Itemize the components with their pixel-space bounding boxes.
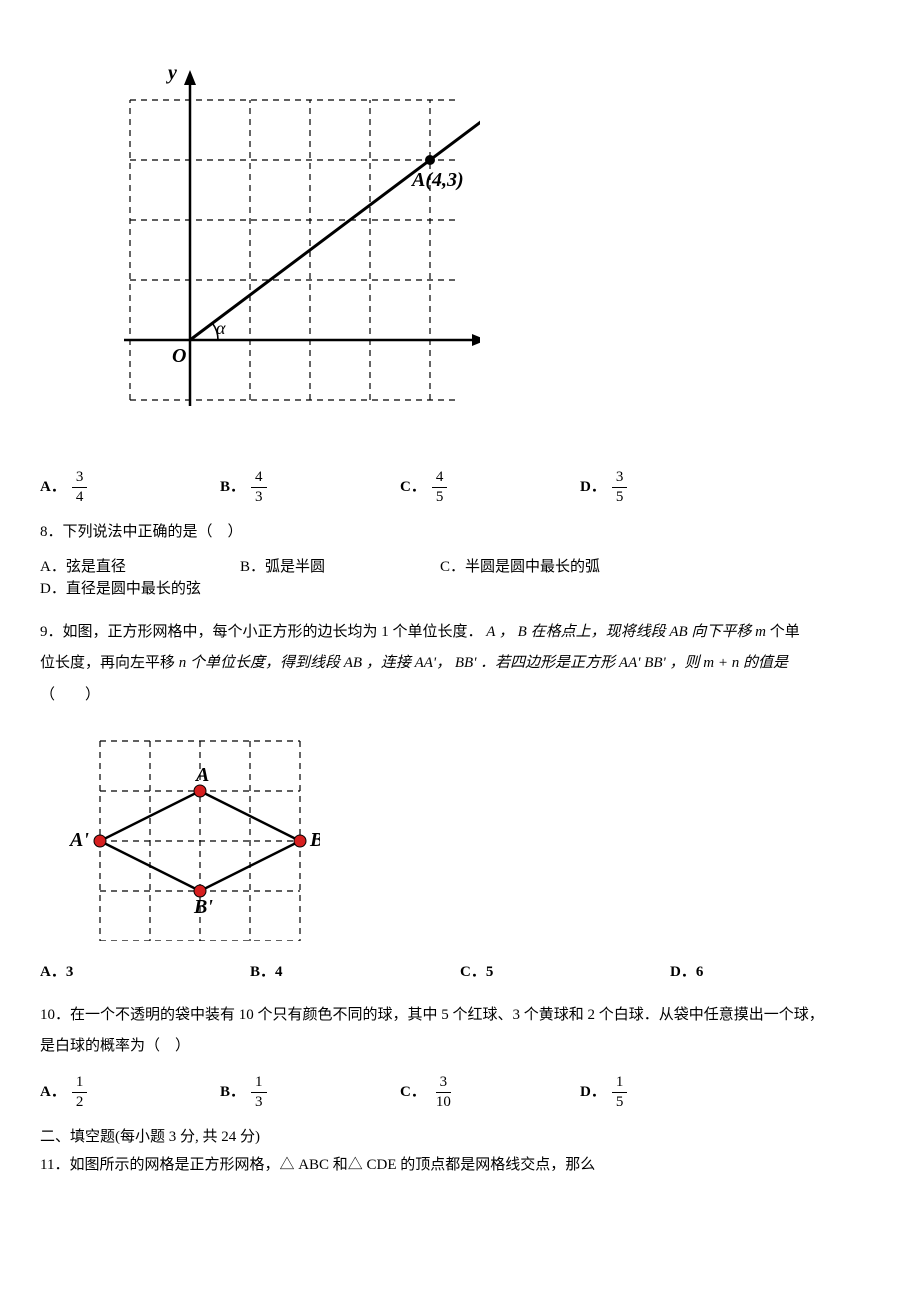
q9-option-d: D．6 — [670, 961, 840, 984]
fraction-den: 3 — [251, 1093, 267, 1110]
svg-text:O: O — [172, 345, 186, 367]
option-letter: B． — [220, 476, 245, 499]
fraction-den: 5 — [432, 488, 448, 505]
svg-text:A(4,3): A(4,3) — [410, 169, 464, 191]
q9-options: A．3 B．4 C．5 D．6 — [40, 961, 880, 984]
svg-text:y: y — [166, 62, 177, 84]
coordinate-svg: OxyαA(4,3) — [40, 50, 480, 450]
q9-var-n: n — [179, 655, 187, 671]
fraction-num: 1 — [251, 1075, 267, 1093]
svg-text:A: A — [194, 764, 209, 786]
fraction-num: 4 — [432, 470, 448, 488]
fraction-num: 3 — [436, 1075, 452, 1093]
q8-stem: 8．下列说法中正确的是（ ） — [40, 521, 880, 544]
figure-rhombus-grid: A B B' A' — [40, 721, 880, 941]
figure-coordinate-grid: OxyαA(4,3) — [40, 50, 880, 450]
svg-text:A': A' — [68, 829, 89, 851]
q9-text: A ， B 在格点上，现将线段 AB 向下平移 — [486, 624, 755, 640]
q9-stem: 9．如图，正方形网格中，每个小正方形的边长均为 1 个单位长度． A ， B 在… — [40, 617, 880, 712]
q7-options: A． 3 4 B． 4 3 C． 4 5 D． 3 5 — [40, 470, 880, 505]
fraction-num: 4 — [251, 470, 267, 488]
q7-option-c: C． 4 5 — [400, 470, 540, 505]
q10-text: 10．在一个不透明的袋中装有 10 个只有颜色不同的球，其中 5 个红球、3 个… — [40, 1007, 824, 1023]
q9-option-b: B．4 — [250, 961, 420, 984]
q9-text: AA' BB' — [619, 655, 666, 671]
fraction-den: 5 — [612, 488, 628, 505]
q10-option-b: B． 1 3 — [220, 1075, 360, 1110]
q9-option-c: C．5 — [460, 961, 630, 984]
q8-option-b: B．弧是半圆 — [240, 556, 400, 579]
q11-stem: 11．如图所示的网格是正方形网格，△ ABC 和△ CDE 的顶点都是网格线交点… — [40, 1154, 880, 1177]
fraction-num: 3 — [612, 470, 628, 488]
fraction-num: 3 — [72, 470, 88, 488]
fraction: 1 3 — [251, 1075, 267, 1110]
q10-text: 是白球的概率为（ ） — [40, 1038, 190, 1054]
option-letter: A． — [40, 1081, 66, 1104]
q11-text: 11．如图所示的网格是正方形网格，△ ABC 和△ CDE 的顶点都是网格线交点… — [40, 1157, 595, 1173]
fraction: 3 10 — [432, 1075, 455, 1110]
svg-text:B: B — [309, 829, 320, 851]
fraction: 1 5 — [612, 1075, 628, 1110]
option-letter: D． — [580, 476, 606, 499]
option-letter: C． — [400, 1081, 426, 1104]
q8-options: A．弦是直径 B．弧是半圆 C．半圆是圆中最长的弧 D．直径是圆中最长的弦 — [40, 556, 880, 601]
q9-text: 9．如图，正方形网格中，每个小正方形的边长均为 1 个单位长度． — [40, 624, 483, 640]
fraction-den: 3 — [251, 488, 267, 505]
option-letter: C． — [400, 476, 426, 499]
q9-text: ，则 m + n 的值是 — [670, 655, 788, 671]
fraction: 3 5 — [612, 470, 628, 505]
section-2-title: 二、填空题(每小题 3 分, 共 24 分) — [40, 1126, 880, 1149]
q9-var-m: m — [755, 624, 766, 640]
q10-stem: 10．在一个不透明的袋中装有 10 个只有颜色不同的球，其中 5 个红球、3 个… — [40, 1000, 880, 1063]
q10-option-d: D． 1 5 — [580, 1075, 720, 1110]
q7-option-a: A． 3 4 — [40, 470, 180, 505]
q8-option-d: D．直径是圆中最长的弦 — [40, 578, 240, 601]
fraction-den: 2 — [72, 1093, 88, 1110]
rhombus-svg: A B B' A' — [40, 721, 320, 941]
q10-options: A． 1 2 B． 1 3 C． 3 10 D． 1 5 — [40, 1075, 880, 1110]
q9-option-a: A．3 — [40, 961, 210, 984]
q9-text: 位长度，再向左平移 — [40, 655, 179, 671]
fraction-den: 5 — [612, 1093, 628, 1110]
option-letter: D． — [580, 1081, 606, 1104]
q9-text: 个单 — [770, 624, 800, 640]
fraction: 4 3 — [251, 470, 267, 505]
fraction-den: 4 — [72, 488, 88, 505]
q7-option-b: B． 4 3 — [220, 470, 360, 505]
fraction: 4 5 — [432, 470, 448, 505]
fraction-num: 1 — [72, 1075, 88, 1093]
svg-text:B': B' — [193, 896, 213, 918]
q8-option-c: C．半圆是圆中最长的弧 — [440, 556, 640, 579]
q9-text: 个单位长度，得到线段 AB ，连接 AA'， BB' ．若四边形是正方形 — [190, 655, 619, 671]
fraction: 3 4 — [72, 470, 88, 505]
option-letter: A． — [40, 476, 66, 499]
fraction-den: 10 — [432, 1093, 455, 1110]
q9-text: （ ） — [40, 687, 100, 703]
fraction: 1 2 — [72, 1075, 88, 1110]
q7-option-d: D． 3 5 — [580, 470, 720, 505]
q10-option-a: A． 1 2 — [40, 1075, 180, 1110]
svg-text:α: α — [216, 318, 226, 338]
fraction-num: 1 — [612, 1075, 628, 1093]
option-letter: B． — [220, 1081, 245, 1104]
q8-option-a: A．弦是直径 — [40, 556, 200, 579]
q10-option-c: C． 3 10 — [400, 1075, 540, 1110]
